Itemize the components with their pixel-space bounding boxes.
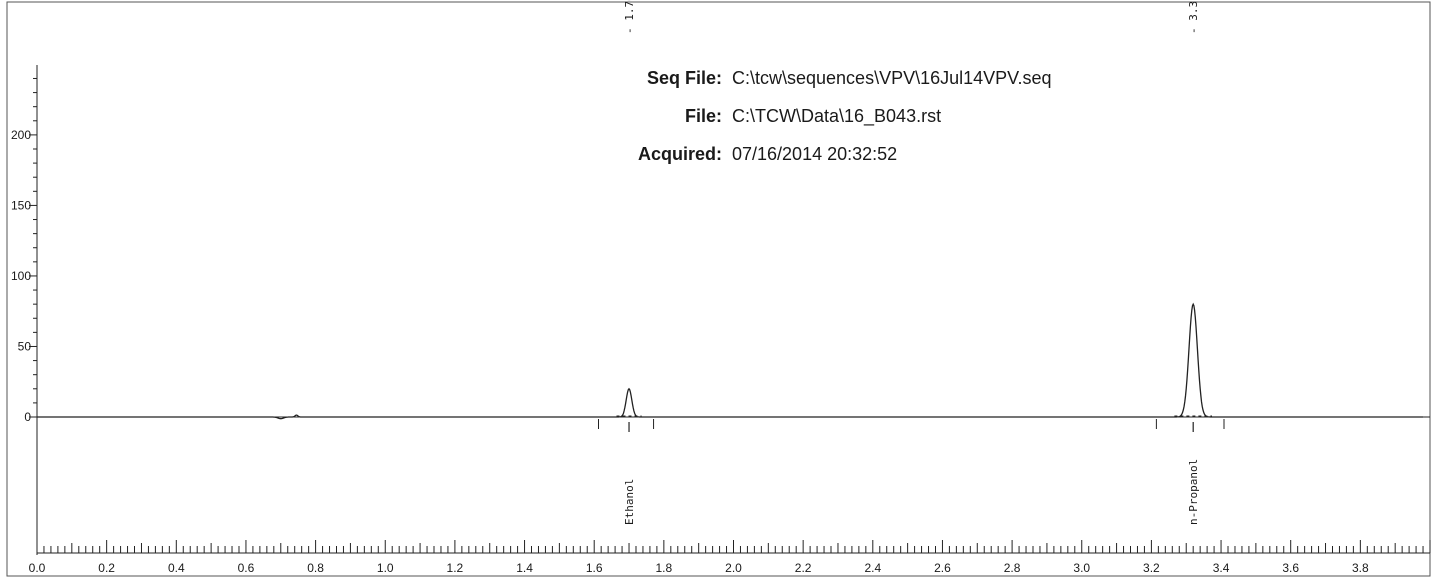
y-tick-label: 100: [11, 269, 31, 283]
x-tick-label: 3.8: [1352, 561, 1369, 575]
file-label: File:: [685, 106, 722, 126]
x-tick-label: 1.6: [586, 561, 603, 575]
seq-file-label: Seq File:: [647, 68, 722, 88]
acquired-value: 07/16/2014 20:32:52: [732, 144, 897, 164]
seq-file-value: C:\tcw\sequences\VPV\16Jul14VPV.seq: [732, 68, 1052, 88]
x-tick-label: 3.0: [1073, 561, 1090, 575]
run-info: Seq File: C:\tcw\sequences\VPV\16Jul14VP…: [638, 68, 1052, 164]
x-tick-label: 3.2: [1143, 561, 1160, 575]
chromatogram-trace: [37, 302, 1423, 420]
x-tick-label: 2.8: [1004, 561, 1021, 575]
x-tick-label: 3.6: [1282, 561, 1299, 575]
peak-name-label: Ethanol: [623, 479, 636, 525]
peak-retention-label: - 3.32: [1187, 0, 1200, 34]
x-tick-label: 0.6: [238, 561, 255, 575]
peak-retention-label: - 1.70: [623, 0, 636, 34]
peak-markers: - 1.70 Ethanol - 3.32 n-Propanol: [597, 0, 1225, 525]
acquired-label: Acquired:: [638, 144, 722, 164]
x-tick-label: 2.0: [725, 561, 742, 575]
x-tick-label: 0.0: [29, 561, 46, 575]
y-tick-label: 200: [11, 128, 31, 142]
x-tick-label: 1.8: [656, 561, 673, 575]
y-tick-label: 50: [18, 339, 32, 353]
peak-name-label: n-Propanol: [1187, 459, 1200, 525]
x-tick-label: 1.0: [377, 561, 394, 575]
x-tick-label: 0.8: [307, 561, 324, 575]
y-tick-label: 0: [24, 410, 31, 424]
plot-frame: [6, 1, 1431, 577]
x-tick-label: 1.4: [516, 561, 533, 575]
y-tick-label: 150: [11, 198, 31, 212]
x-tick-label: 2.2: [795, 561, 812, 575]
x-tick-label: 0.2: [98, 561, 115, 575]
x-tick-label: 1.2: [447, 561, 464, 575]
x-tick-label: 2.6: [934, 561, 951, 575]
x-tick-label: 0.4: [168, 561, 185, 575]
file-value: C:\TCW\Data\16_B043.rst: [732, 106, 941, 127]
x-tick-label: 3.4: [1213, 561, 1230, 575]
axes: 0 50 100 150 200 0.0 0.2 0.4 0.6 0.8 1.0 1.2 1.4 1.6 1…: [11, 65, 1431, 575]
x-tick-label: 2.4: [864, 561, 881, 575]
